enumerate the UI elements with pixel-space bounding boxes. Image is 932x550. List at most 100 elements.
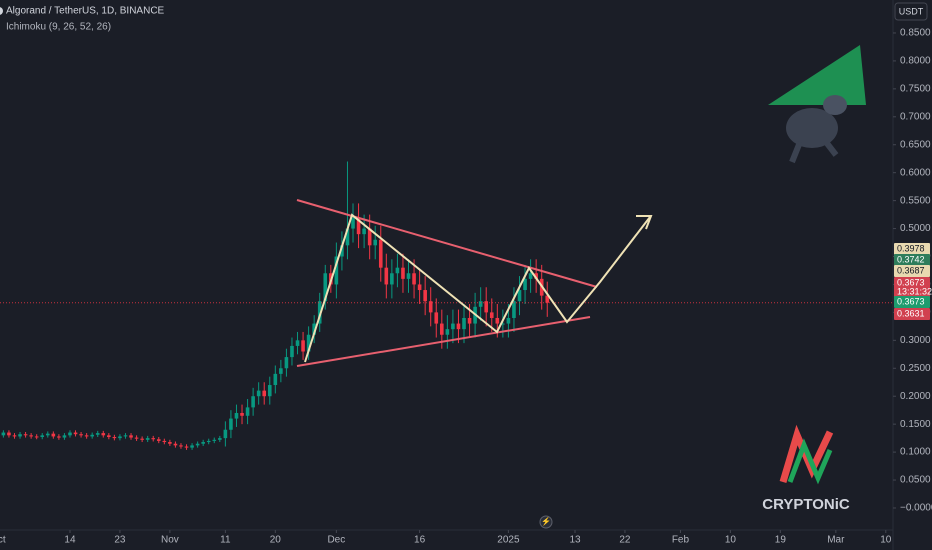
y-tick-label: 0.8500 xyxy=(900,28,931,39)
candle-body xyxy=(373,239,378,246)
candle-body xyxy=(118,436,122,439)
candle-body xyxy=(378,239,383,268)
candle-body xyxy=(29,435,33,437)
candle-body xyxy=(345,228,350,246)
candle-body xyxy=(79,434,83,436)
symbol-title: Algorand / TetherUS, 1D, BINANCE xyxy=(6,6,165,17)
replay-glyph: ⚡ xyxy=(541,516,551,526)
candle-body xyxy=(1,432,6,436)
candle-body xyxy=(417,284,422,291)
candle-body xyxy=(218,438,222,440)
candle-body xyxy=(462,317,466,330)
candle-body xyxy=(140,438,144,440)
y-tick-label: 0.6500 xyxy=(900,139,931,150)
candle-body xyxy=(23,434,28,436)
candle-body xyxy=(495,317,500,324)
candle-body xyxy=(467,317,472,324)
candle-body xyxy=(528,273,533,279)
candle-body xyxy=(323,273,328,302)
candle-body xyxy=(73,432,78,435)
candle-body xyxy=(340,245,344,257)
candle-body xyxy=(384,267,389,285)
candle-body xyxy=(68,432,72,436)
candle-body xyxy=(84,435,89,437)
candle-body xyxy=(279,368,283,374)
price-tag xyxy=(894,277,930,298)
candle-body xyxy=(284,357,289,369)
candle-body xyxy=(201,442,205,444)
x-tick-label: 19 xyxy=(775,535,787,546)
x-tick-label: 20 xyxy=(270,535,282,546)
candle-body xyxy=(190,445,194,448)
x-tick-label: 10 xyxy=(725,535,737,546)
candle-body xyxy=(234,412,239,419)
x-tick-label: Mar xyxy=(827,535,845,546)
candle-body xyxy=(90,434,94,437)
currency-button[interactable] xyxy=(894,2,928,21)
candle-body xyxy=(162,440,167,443)
candle-body xyxy=(523,278,527,291)
x-tick-label: 22 xyxy=(619,535,631,546)
candle-body xyxy=(123,435,128,437)
candle-body xyxy=(12,435,17,437)
x-tick-label: 23 xyxy=(114,535,126,546)
price-tag xyxy=(894,308,930,320)
x-tick-label: Oct xyxy=(0,535,6,546)
candle-body xyxy=(445,329,450,335)
candle-body xyxy=(534,273,538,279)
candle-body xyxy=(273,373,278,386)
candle-body xyxy=(34,436,39,438)
candle-body xyxy=(245,407,250,416)
bull-graphic xyxy=(768,45,866,164)
candle-body xyxy=(484,301,489,313)
symbol-icon xyxy=(0,7,3,15)
price-tag xyxy=(894,254,930,266)
candle-body xyxy=(456,323,461,330)
candle-body xyxy=(101,433,106,436)
candle-body xyxy=(478,301,483,307)
candle-body xyxy=(256,390,261,397)
candle-body xyxy=(406,273,411,279)
projection-arrowhead xyxy=(636,215,653,230)
countdown-label: 13:31:32 xyxy=(897,286,932,296)
candle-body xyxy=(428,301,433,313)
candle-body xyxy=(362,228,366,235)
candle-body xyxy=(240,412,244,416)
y-tick-label: 0.6000 xyxy=(900,167,931,178)
x-tick-label: Dec xyxy=(327,535,345,546)
candle-body xyxy=(151,438,156,440)
price-tag-label: 0.3687 xyxy=(897,265,925,275)
price-tag-label: 0.3742 xyxy=(897,254,925,264)
candle-body xyxy=(262,390,267,397)
candle-body xyxy=(401,267,405,279)
currency-label[interactable]: USDT xyxy=(899,6,924,16)
candle-body xyxy=(223,429,228,439)
indicator-label: Ichimoku (9, 26, 52, 26) xyxy=(6,22,111,33)
candle-body xyxy=(156,439,161,441)
candle-body xyxy=(107,435,111,438)
x-tick-label: 16 xyxy=(414,535,426,546)
replay-icon[interactable] xyxy=(539,515,553,529)
price-tag-label: 0.3673 xyxy=(897,277,925,287)
y-tick-label: 0.8000 xyxy=(900,56,931,67)
upper-trendline xyxy=(296,199,598,288)
x-tick-label: 14 xyxy=(64,535,76,546)
lower-trendline xyxy=(296,316,591,367)
candle-body xyxy=(351,217,355,229)
candle-body xyxy=(489,312,494,318)
candle-body xyxy=(134,437,139,439)
projection-zigzag xyxy=(304,213,651,363)
x-tick-label: 13 xyxy=(569,535,581,546)
y-tick-label: 0.3000 xyxy=(900,335,931,346)
candle-body xyxy=(423,290,427,302)
candle-body xyxy=(267,385,272,397)
candle-body xyxy=(306,334,311,352)
candle-body xyxy=(184,446,189,448)
candle-body xyxy=(434,312,439,324)
price-tag xyxy=(894,243,930,255)
x-tick-label: 11 xyxy=(220,535,231,546)
x-tick-label: Nov xyxy=(161,535,179,546)
